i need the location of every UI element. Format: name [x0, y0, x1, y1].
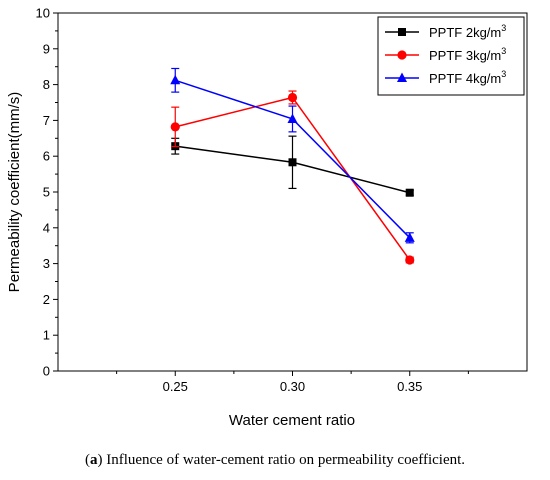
- x-tick-label: 0.25: [163, 379, 188, 394]
- legend-label-superscript: 3: [501, 23, 506, 33]
- data-point-circle: [405, 255, 415, 265]
- data-point-circle: [170, 122, 180, 132]
- legend-marker: [398, 28, 406, 36]
- y-axis-title: Permeability coefficient(mm/s): [6, 92, 23, 293]
- y-tick-label: 4: [43, 220, 50, 235]
- axis-layer: 0 1 2 3 4 5 6 7 8 9 10 0.25 0.30 0.35: [36, 6, 469, 394]
- legend-label-text: PPTF 3kg/m: [429, 48, 501, 63]
- series-1: [171, 135, 414, 197]
- legend-label-superscript: 3: [501, 69, 506, 79]
- y-tick-label: 1: [43, 328, 50, 343]
- y-tick-label: 3: [43, 256, 50, 271]
- x-axis-title: Water cement ratio: [229, 412, 355, 429]
- legend-marker: [397, 50, 407, 60]
- data-point-triangle: [404, 232, 415, 242]
- data-point-square: [405, 188, 414, 197]
- chart-svg: 0 1 2 3 4 5 6 7 8 9 10 0.25 0.30 0.35 Water cement ra…: [6, 6, 528, 429]
- legend-label: PPTF 2kg/m3: [429, 23, 506, 40]
- series-layer: [170, 67, 415, 265]
- legend-label-text: PPTF 4kg/m: [429, 71, 501, 86]
- y-tick-label: 8: [43, 77, 50, 92]
- x-tick-label: 0.35: [397, 379, 422, 394]
- legend-label-superscript: 3: [501, 46, 506, 56]
- y-tick-label: 10: [36, 6, 50, 21]
- legend-label: PPTF 4kg/m3: [429, 69, 506, 86]
- series-3: [170, 67, 415, 244]
- data-point-square: [288, 158, 297, 167]
- data-point-circle: [287, 92, 298, 103]
- series-2: [170, 90, 415, 265]
- y-tick-label: 6: [43, 149, 50, 164]
- legend-label-text: PPTF 2kg/m: [429, 25, 501, 40]
- legend-item-1: PPTF 2kg/m3: [385, 23, 506, 40]
- legend-item-2: PPTF 3kg/m3: [385, 46, 506, 63]
- legend-label: PPTF 3kg/m3: [429, 46, 506, 63]
- legend-item-3: PPTF 4kg/m3: [385, 69, 506, 86]
- caption-text: Influence of water-cement ratio on perme…: [102, 452, 466, 468]
- figure-caption: (a) Influence of water-cement ratio on p…: [84, 452, 466, 468]
- caption-label: a: [89, 452, 98, 468]
- y-tick-label: 7: [43, 113, 50, 128]
- y-tick-label: 5: [43, 185, 50, 200]
- x-tick-label: 0.30: [280, 379, 305, 394]
- y-tick-label: 0: [43, 364, 50, 379]
- data-point-triangle: [170, 74, 181, 85]
- y-tick-label: 2: [43, 292, 50, 307]
- data-point-triangle: [287, 113, 298, 123]
- y-tick-label: 9: [43, 41, 50, 56]
- legend-marker: [397, 72, 407, 82]
